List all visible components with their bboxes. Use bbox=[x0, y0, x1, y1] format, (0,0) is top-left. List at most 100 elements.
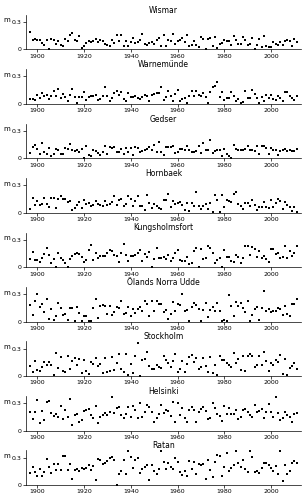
Point bbox=[220, 38, 224, 46]
Point bbox=[128, 144, 133, 152]
Point bbox=[196, 364, 201, 372]
Point bbox=[222, 463, 227, 471]
Point bbox=[156, 34, 161, 42]
Point bbox=[28, 362, 33, 370]
Point bbox=[95, 96, 100, 104]
Point bbox=[255, 303, 259, 311]
Point bbox=[287, 312, 292, 320]
Point bbox=[68, 90, 72, 98]
Point bbox=[198, 149, 203, 157]
Point bbox=[58, 94, 63, 102]
Point bbox=[224, 36, 229, 44]
Point bbox=[187, 353, 192, 361]
Point bbox=[287, 146, 292, 154]
Point bbox=[182, 368, 187, 376]
Point bbox=[33, 201, 37, 209]
Point bbox=[205, 205, 210, 213]
Point bbox=[124, 97, 129, 105]
Point bbox=[65, 38, 70, 46]
Point bbox=[53, 410, 58, 418]
Point bbox=[70, 304, 75, 312]
Point bbox=[46, 45, 51, 53]
Point bbox=[89, 242, 94, 250]
Point bbox=[238, 299, 243, 307]
Point bbox=[264, 203, 269, 211]
Point bbox=[185, 199, 189, 207]
Point bbox=[79, 253, 84, 261]
Point bbox=[215, 256, 220, 264]
Point bbox=[224, 94, 229, 102]
Point bbox=[131, 252, 136, 260]
Point bbox=[180, 356, 185, 364]
Point bbox=[192, 202, 196, 210]
Point bbox=[227, 152, 231, 160]
Point bbox=[264, 42, 269, 50]
Point bbox=[147, 312, 152, 320]
Point bbox=[30, 142, 35, 150]
Point bbox=[107, 366, 112, 374]
Point bbox=[44, 150, 49, 158]
Point bbox=[44, 296, 49, 304]
Point bbox=[91, 256, 96, 264]
Point bbox=[72, 466, 77, 474]
Point bbox=[285, 88, 290, 96]
Point bbox=[42, 194, 47, 202]
Point bbox=[128, 412, 133, 420]
Point bbox=[280, 41, 285, 49]
Point bbox=[185, 360, 189, 368]
Point bbox=[131, 34, 136, 42]
Point bbox=[103, 40, 107, 48]
Point bbox=[145, 252, 150, 260]
Point bbox=[294, 145, 299, 153]
Point bbox=[196, 306, 201, 314]
Point bbox=[131, 202, 136, 209]
Point bbox=[238, 202, 243, 210]
Point bbox=[84, 312, 89, 320]
Point bbox=[215, 410, 220, 418]
Point bbox=[227, 254, 231, 262]
Point bbox=[159, 364, 164, 372]
Point bbox=[234, 36, 239, 44]
Point bbox=[105, 201, 110, 209]
Point bbox=[42, 42, 47, 50]
Point bbox=[271, 307, 276, 315]
Point bbox=[252, 201, 257, 209]
Point bbox=[51, 460, 56, 468]
Point bbox=[103, 142, 107, 150]
Point bbox=[236, 302, 241, 310]
Point bbox=[257, 203, 262, 211]
Point bbox=[247, 94, 252, 102]
Point bbox=[229, 88, 234, 96]
Point bbox=[79, 464, 84, 471]
Point bbox=[105, 92, 110, 100]
Point bbox=[140, 356, 145, 364]
Point bbox=[292, 35, 297, 43]
Point bbox=[231, 349, 236, 357]
Point bbox=[194, 147, 199, 155]
Point bbox=[33, 468, 37, 476]
Point bbox=[95, 419, 100, 427]
Point bbox=[156, 254, 161, 262]
Point bbox=[42, 92, 47, 100]
Point bbox=[86, 150, 91, 158]
Point bbox=[247, 40, 252, 48]
Point bbox=[89, 202, 94, 210]
Point bbox=[290, 458, 294, 466]
Point bbox=[72, 204, 77, 212]
Point bbox=[65, 352, 70, 360]
Point bbox=[126, 42, 131, 50]
Point bbox=[133, 456, 138, 464]
Point bbox=[126, 448, 131, 456]
Point bbox=[247, 318, 252, 326]
Point bbox=[175, 199, 180, 207]
Point bbox=[276, 195, 281, 203]
Point bbox=[131, 151, 136, 159]
Point bbox=[227, 197, 231, 205]
Point bbox=[58, 352, 63, 360]
Point bbox=[208, 306, 213, 314]
Point bbox=[93, 146, 98, 154]
Point bbox=[140, 465, 145, 473]
Point bbox=[276, 470, 281, 478]
Point bbox=[245, 242, 250, 250]
Point bbox=[212, 458, 217, 466]
